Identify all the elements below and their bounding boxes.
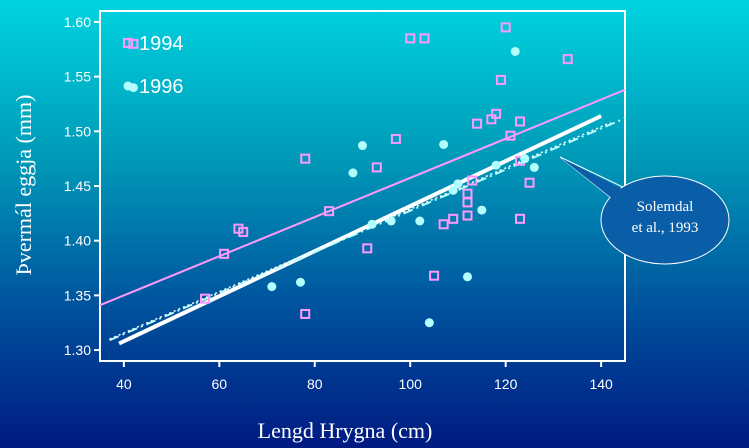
point-1994 [472, 118, 483, 129]
point-1994 [500, 22, 511, 33]
point-1996 [491, 160, 501, 170]
x-axis: 40 60 80 100 120 140 [116, 361, 613, 392]
fit-line [109, 117, 626, 342]
point-1994 [419, 33, 430, 44]
y-tick-label: 1.45 [64, 178, 91, 194]
x-tick-label: 40 [116, 376, 132, 392]
point-1996 [439, 139, 449, 149]
point-1994 [300, 308, 311, 319]
point-1996 [520, 154, 530, 164]
data-points [128, 22, 573, 328]
legend: 1994 1996 [123, 33, 184, 98]
x-tick-label: 100 [399, 376, 423, 392]
x-axis-label: Lengd Hrygna (cm) [257, 418, 433, 443]
point-1996 [358, 141, 367, 151]
fit-line [118, 114, 602, 346]
legend-label-1996: 1996 [139, 76, 184, 98]
regression-lines [99, 88, 626, 346]
annotation-callout: Solemdal et al., 1993 [559, 156, 730, 265]
legend-label-1994: 1994 [139, 33, 184, 55]
fit-line [99, 88, 626, 307]
point-1996 [453, 179, 463, 189]
point-1996 [448, 185, 458, 195]
point-1996 [510, 46, 520, 56]
point-1994 [505, 130, 516, 141]
point-1994 [495, 74, 506, 85]
point-1994 [562, 54, 573, 65]
point-1994 [462, 188, 473, 199]
point-1996 [477, 205, 487, 215]
point-1994 [462, 210, 473, 221]
y-axis-label: Þvermál eggja (mm) [11, 94, 36, 276]
point-1994 [467, 175, 478, 186]
point-1994 [219, 248, 230, 259]
x-tick-label: 120 [494, 376, 518, 392]
y-tick-label: 1.50 [64, 123, 91, 139]
point-1994 [324, 206, 335, 217]
point-1994 [491, 108, 502, 119]
point-1994 [429, 270, 440, 281]
legend-marker-1996 [123, 81, 133, 91]
y-tick-label: 1.30 [64, 342, 91, 358]
point-1996 [386, 216, 396, 226]
annotation-line-1: Solemdal [637, 199, 694, 215]
annotation-line-2: et al., 1993 [632, 220, 699, 236]
point-1994 [462, 197, 473, 208]
point-1994 [515, 116, 525, 127]
point-1996 [463, 272, 472, 282]
point-1994 [524, 177, 535, 188]
point-1994 [371, 162, 382, 173]
point-1996 [348, 168, 358, 178]
point-1996 [295, 277, 305, 287]
point-1994 [515, 213, 525, 224]
point-1994 [448, 213, 459, 224]
point-1994 [405, 33, 416, 44]
x-tick-label: 60 [212, 376, 228, 392]
point-1994 [362, 243, 373, 254]
point-1994 [390, 133, 401, 144]
point-1994 [128, 38, 139, 49]
legend-marker-1994 [123, 38, 133, 48]
point-1994 [300, 153, 311, 164]
y-axis: 1.30 1.35 1.40 1.45 1.50 1.55 1.60 [64, 14, 100, 358]
point-1996 [267, 282, 277, 292]
point-1994 [438, 219, 449, 230]
point-1996 [367, 219, 377, 229]
point-1996 [415, 216, 425, 226]
y-tick-label: 1.55 [64, 69, 91, 85]
y-tick-label: 1.35 [64, 287, 91, 303]
point-1994 [200, 293, 210, 304]
y-tick-label: 1.40 [64, 233, 91, 249]
x-tick-label: 140 [589, 376, 613, 392]
y-tick-label: 1.60 [64, 14, 91, 30]
point-1996 [529, 162, 539, 172]
point-1996 [424, 318, 434, 328]
fit-line [109, 121, 611, 340]
x-tick-label: 80 [307, 376, 323, 392]
point-1994 [238, 226, 249, 237]
